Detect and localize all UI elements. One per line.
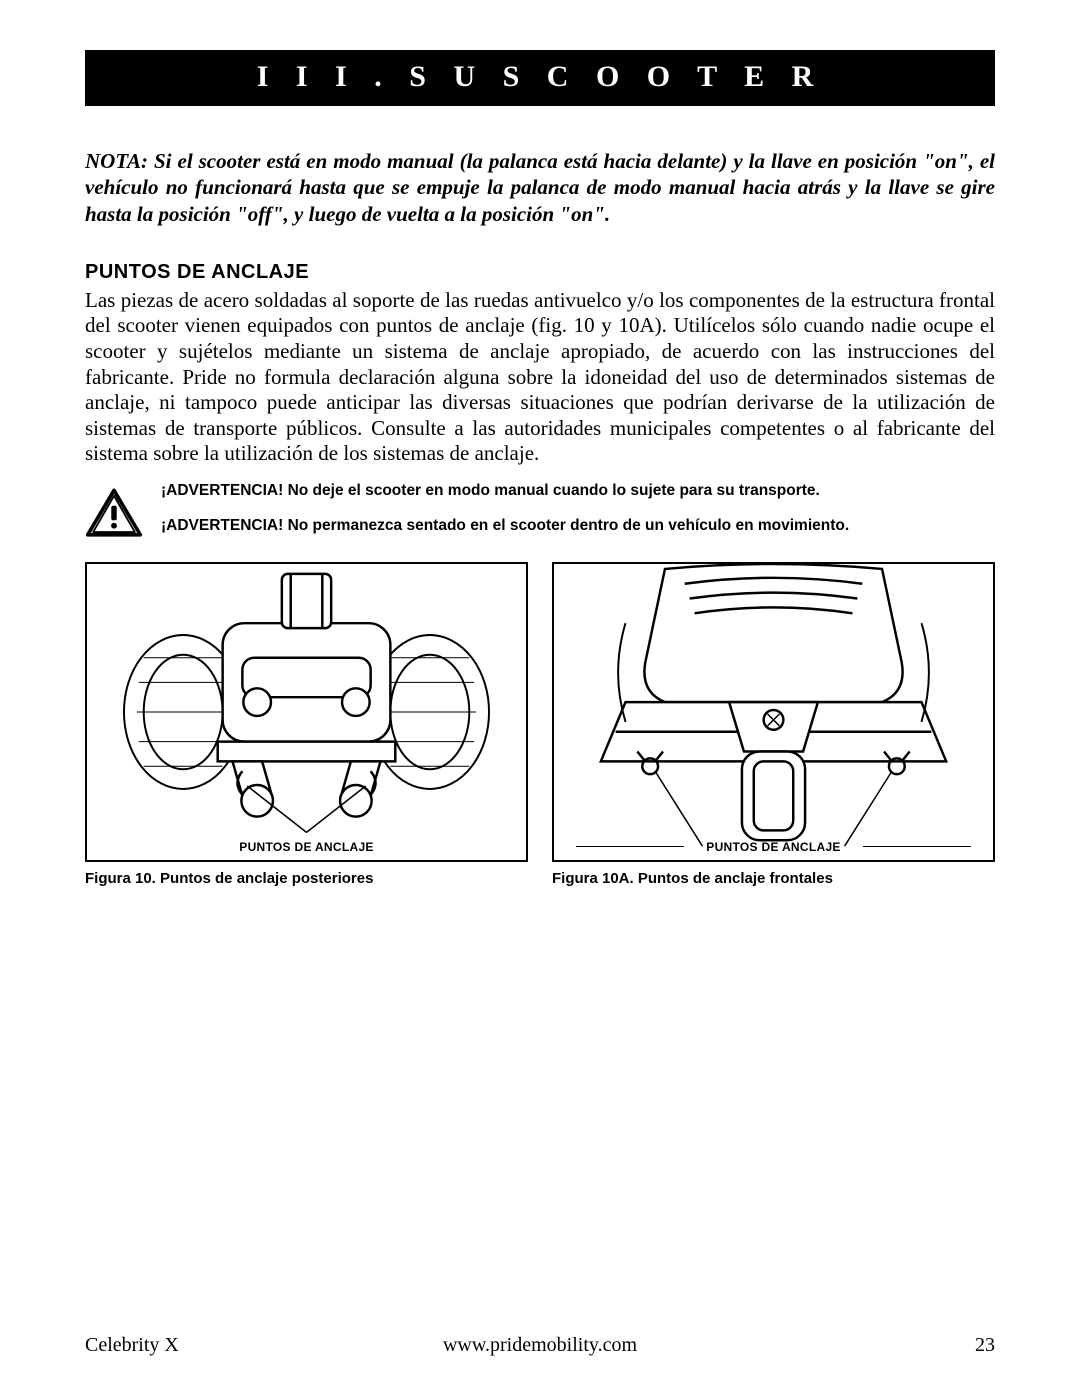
- warning-text-2: ¡ADVERTENCIA! No permanezca sentado en e…: [161, 516, 995, 537]
- figure-10a-box: PUNTOS DE ANCLAJE: [552, 562, 995, 862]
- scooter-rear-illustration: [87, 564, 526, 860]
- page-footer: Celebrity X www.pridemobility.com 23: [85, 1334, 995, 1357]
- label-rule-left: [576, 846, 684, 848]
- section-heading: PUNTOS DE ANCLAJE: [85, 261, 995, 284]
- figure-10a-caption: Figura 10A. Puntos de anclaje frontales: [552, 870, 995, 887]
- warning-triangle-icon: [85, 487, 143, 544]
- chapter-title: I I I . S U S C O O T E R: [257, 60, 824, 93]
- label-rule-right: [863, 846, 971, 848]
- figure-10-box: PUNTOS DE ANCLAJE: [85, 562, 528, 862]
- section-body: Las piezas de acero soldadas al soporte …: [85, 288, 995, 467]
- figures-row: PUNTOS DE ANCLAJE Figura 10. Puntos de a…: [85, 562, 995, 887]
- figure-10-caption: Figura 10. Puntos de anclaje posteriores: [85, 870, 528, 887]
- figure-10a-anchor-label: PUNTOS DE ANCLAJE: [706, 840, 840, 854]
- scooter-front-illustration: [554, 564, 993, 860]
- figure-10-anchor-label: PUNTOS DE ANCLAJE: [239, 840, 373, 854]
- warning-text-1: ¡ADVERTENCIA! No deje el scooter en modo…: [161, 481, 995, 502]
- chapter-title-bar: I I I . S U S C O O T E R: [85, 50, 995, 106]
- nota-paragraph: NOTA: Si el scooter está en modo manual …: [85, 148, 995, 227]
- footer-url: www.pridemobility.com: [85, 1334, 995, 1357]
- warning-block: ¡ADVERTENCIA! No deje el scooter en modo…: [85, 481, 995, 544]
